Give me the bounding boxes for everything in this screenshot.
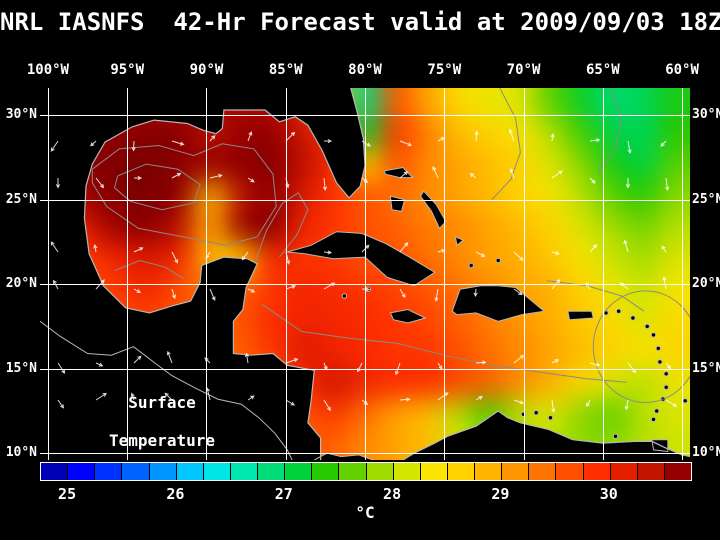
current-vectors-layer [50,128,678,413]
island [419,190,447,230]
map-overlay [40,88,690,460]
lat-tick-label: 25°N [5,191,37,207]
colorbar-cell [610,463,638,480]
small-island-dot [616,308,622,314]
colorbar-cell [475,463,503,480]
colorbar-cell [41,463,69,480]
colorbar-cell [95,463,123,480]
small-island-dot [547,415,554,421]
small-island-dot [468,262,474,269]
island [454,235,465,247]
lon-tick-label: 75°W [427,62,462,78]
island [389,195,406,212]
colorbar-cell [68,463,96,480]
colorbar-cell [122,463,150,480]
land-layer [40,88,690,460]
small-island-dot [657,359,663,365]
lon-tick-label: 70°W [506,62,541,78]
lat-tick-label: 15°N [5,360,37,376]
colorbar-cell [583,463,611,480]
colorbar-tick-label: 26 [166,485,185,503]
graticule-layer [40,88,690,460]
colorbar-cell [203,463,231,480]
colorbar-cell [366,463,394,480]
small-island-dot [612,433,619,439]
colorbar-cell [393,463,421,480]
colorbar-cell [529,463,557,480]
colorbar-cell [312,463,340,480]
lat-tick-label: 30°N [5,107,37,123]
lon-tick-label: 85°W [268,62,303,78]
velocity-arrows [50,128,678,413]
small-island-dot [655,345,661,352]
colorbar-cell [258,463,286,480]
small-island-dot [533,410,539,416]
colorbar-cell [420,463,448,480]
small-island-dot [650,416,657,423]
colorbar-cell [556,463,584,480]
small-island-dot [663,384,669,390]
small-island-dot [630,315,636,321]
colorbar-cell [664,463,691,480]
pacific-coastline [40,320,293,460]
lon-tick-label: 65°W [585,62,620,78]
page-title: NRL IASNFS 42-Hr Forecast valid at 2009/… [0,8,720,36]
island [287,231,436,287]
lat-tick-label: 20°N [692,276,720,292]
colorbar-tick-label: 29 [491,485,510,503]
colorbar-tick-label: 25 [58,485,77,503]
annotation-surface: Surface [128,393,196,412]
lat-tick-label: 20°N [5,276,37,292]
colorbar-cell [339,463,367,480]
island [567,310,594,321]
colorbar-cell [285,463,313,480]
island [383,166,414,179]
colorbar-tick-label: 30 [599,485,618,503]
colorbar-cell [447,463,475,480]
small-island-dot [650,332,657,338]
small-island-dot [495,257,501,264]
colorbar-tick-label: 28 [383,485,402,503]
colorbar-cell [230,463,258,480]
small-island-dot [663,371,669,377]
lon-tick-label: 95°W [110,62,145,78]
colorbar-tick-label: 27 [274,485,293,503]
annotation-temperature: Temperature [109,431,215,450]
colorbar-cell [637,463,665,480]
colorbar-cell [502,463,530,480]
small-island-dot [520,411,527,417]
small-island-dot [341,293,348,299]
lat-tick-label: 15°N [692,360,720,376]
lat-tick-label: 30°N [692,107,720,123]
island [451,285,546,322]
colorbar-cell [149,463,177,480]
colorbar-unit-label: °C [355,503,375,522]
temperature-colorbar [40,462,692,481]
small-island-dot [644,323,650,330]
island [389,308,427,324]
lat-tick-label: 10°N [692,445,720,461]
lon-tick-label: 100°W [26,62,69,78]
colorbar-cell [176,463,204,480]
lon-tick-label: 60°W [665,62,699,78]
lon-tick-label: 90°W [189,62,224,78]
lon-tick-label: 80°W [348,62,382,78]
small-island-dot [682,398,688,404]
coastline-layer [40,88,690,460]
lat-tick-label: 10°N [5,445,37,461]
lat-tick-label: 25°N [692,191,720,207]
small-island-dot [654,408,660,414]
